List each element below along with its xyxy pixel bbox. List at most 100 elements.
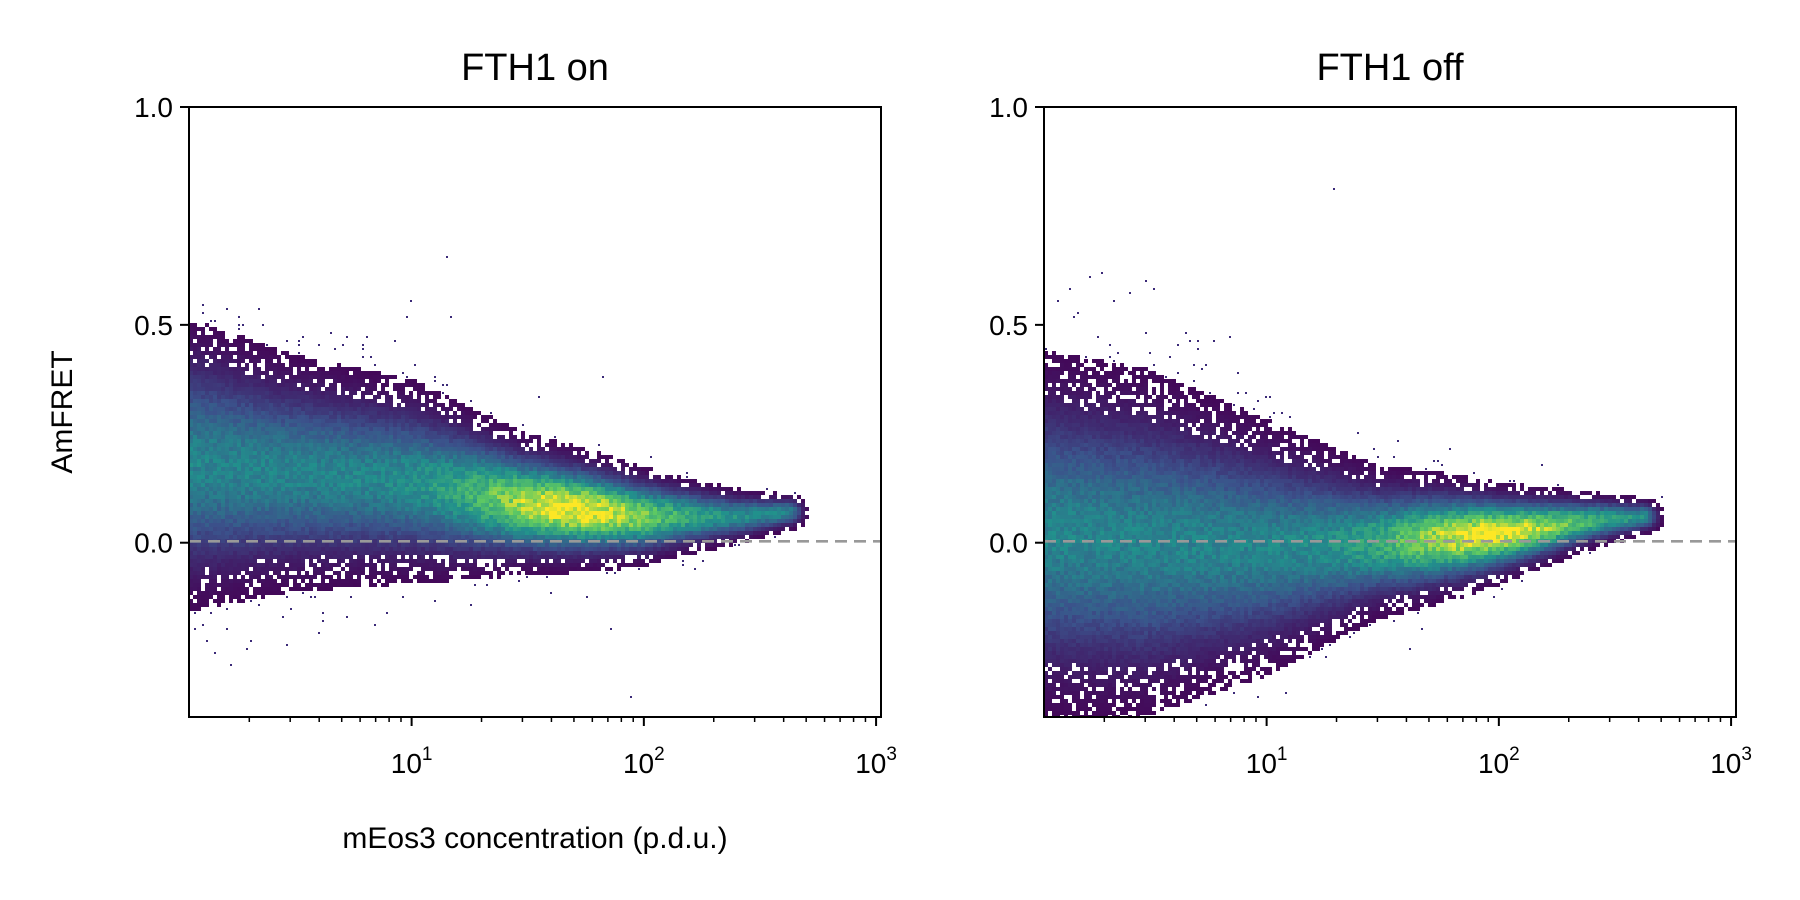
density-cell — [493, 523, 497, 527]
density-cell — [465, 447, 469, 451]
density-cell — [521, 543, 525, 547]
density-cell — [253, 391, 257, 395]
density-cell — [205, 391, 209, 395]
density-cell — [401, 411, 405, 415]
density-cell — [298, 344, 300, 346]
density-cell — [205, 395, 209, 399]
density-cell — [345, 499, 349, 503]
density-cell — [241, 527, 245, 531]
density-cell — [233, 447, 237, 451]
density-cell — [265, 487, 269, 491]
density-cell — [445, 439, 449, 443]
density-cell — [405, 495, 409, 499]
density-cell — [369, 467, 373, 471]
density-cell — [229, 447, 233, 451]
density-cell — [377, 511, 381, 515]
density-cell — [477, 447, 481, 451]
density-cell — [329, 587, 333, 591]
density-cell — [589, 519, 593, 523]
density-cell — [365, 431, 369, 435]
density-cell — [257, 555, 261, 559]
density-cell — [417, 555, 421, 559]
density-cell — [293, 559, 297, 563]
density-cell — [281, 503, 285, 507]
density-cell — [417, 483, 421, 487]
density-cell — [269, 463, 273, 467]
density-cell — [205, 499, 209, 503]
density-cell — [245, 519, 249, 523]
density-cell — [301, 419, 305, 423]
density-cell — [241, 435, 245, 439]
density-cell — [245, 339, 249, 343]
density-cell — [553, 443, 557, 447]
density-cell — [201, 575, 205, 579]
density-cell — [537, 475, 541, 479]
density-cell — [453, 447, 457, 451]
density-cell — [229, 555, 233, 559]
density-cell — [245, 411, 249, 415]
density-cell — [293, 519, 297, 523]
density-cell — [217, 467, 221, 471]
density-cell — [305, 527, 309, 531]
density-cell — [329, 483, 333, 487]
density-cell — [509, 535, 513, 539]
density-cell — [565, 499, 569, 503]
density-cell — [505, 547, 509, 551]
density-cell — [265, 435, 269, 439]
density-cell — [461, 419, 465, 423]
density-cell — [301, 375, 305, 379]
density-cell — [269, 499, 273, 503]
density-cell — [189, 343, 193, 347]
density-cell — [449, 463, 453, 467]
density-cell — [297, 355, 301, 359]
density-cell — [229, 491, 233, 495]
density-cell — [469, 495, 473, 499]
density-cell — [277, 503, 281, 507]
density-cell — [245, 475, 249, 479]
density-cell — [221, 555, 225, 559]
density-cell — [217, 475, 221, 479]
density-cell — [189, 555, 193, 559]
density-cell — [425, 547, 429, 551]
density-cell — [189, 471, 193, 475]
density-cell — [201, 467, 205, 471]
density-cell — [313, 583, 317, 587]
density-cell — [269, 527, 273, 531]
density-cell — [369, 471, 373, 475]
density-cell — [253, 419, 257, 423]
density-cell — [397, 419, 401, 423]
density-cell — [245, 483, 249, 487]
density-cell — [393, 503, 397, 507]
density-cell — [317, 503, 321, 507]
density-cell — [409, 459, 413, 463]
density-cell — [405, 467, 409, 471]
density-cell — [357, 571, 361, 575]
density-cell — [461, 491, 465, 495]
density-cell — [373, 427, 377, 431]
density-cell — [541, 531, 545, 535]
density-cell — [577, 483, 581, 487]
density-cell — [597, 451, 601, 455]
density-cell — [237, 491, 241, 495]
density-cell — [357, 435, 361, 439]
density-cell — [545, 511, 549, 515]
density-cell — [205, 463, 209, 467]
density-cell — [449, 487, 453, 491]
density-cell — [353, 551, 357, 555]
density-cell — [241, 343, 245, 347]
density-cell — [334, 348, 336, 350]
density-cell — [213, 367, 217, 371]
density-cell — [245, 503, 249, 507]
density-cell — [189, 507, 193, 511]
density-cell — [205, 359, 209, 363]
density-cell — [193, 387, 197, 391]
density-cell — [237, 591, 241, 595]
density-cell — [305, 463, 309, 467]
density-cell — [189, 455, 193, 459]
density-cell — [317, 431, 321, 435]
density-cell — [201, 443, 205, 447]
density-cell — [245, 443, 249, 447]
density-cell — [393, 419, 397, 423]
density-cell — [289, 471, 293, 475]
density-cell — [337, 511, 341, 515]
